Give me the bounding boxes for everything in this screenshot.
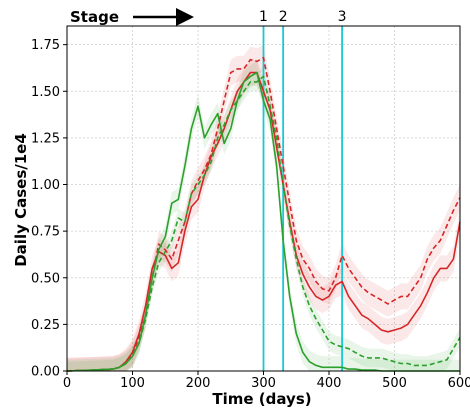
series-line-dashed (66, 75, 461, 372)
x-tick-label: 200 (186, 376, 211, 391)
stage-number: 2 (279, 9, 288, 25)
x-tick-label: 100 (120, 376, 145, 391)
x-tick-label: 400 (317, 376, 342, 391)
y-tick-label: 1.75 (31, 38, 60, 53)
y-tick-label: 1.00 (31, 178, 60, 193)
x-tick-label: 600 (448, 376, 470, 391)
y-axis-title: Daily Cases/1e4 (12, 133, 30, 267)
x-ticks: 0 100 200 300 400 500 600 (63, 371, 470, 391)
stage-label: Stage (70, 8, 119, 26)
confidence-band (67, 44, 460, 371)
stage-number: 3 (338, 9, 347, 25)
x-axis-title: Time (days) (212, 390, 311, 408)
stage-number: 1 (259, 9, 268, 25)
y-tick-label: 0.50 (31, 271, 60, 286)
y-tick-label: 0.25 (31, 318, 60, 333)
x-tick-label: 300 (251, 376, 276, 391)
series-line-solid (66, 71, 461, 372)
x-tick-label: 0 (63, 376, 71, 391)
series-line-dashed (66, 56, 461, 372)
confidence-bands (67, 44, 460, 372)
y-tick-label: 1.50 (31, 85, 60, 100)
x-tick-label: 500 (382, 376, 407, 391)
y-ticks: 0.00 0.25 0.50 0.75 1.00 1.25 1.50 1.75 (31, 38, 67, 380)
y-tick-label: 1.25 (31, 131, 60, 146)
stage-arrow-icon (133, 8, 194, 26)
stage-lines (262, 26, 344, 371)
y-tick-label: 0.00 (31, 365, 60, 380)
y-tick-label: 0.75 (31, 225, 60, 240)
